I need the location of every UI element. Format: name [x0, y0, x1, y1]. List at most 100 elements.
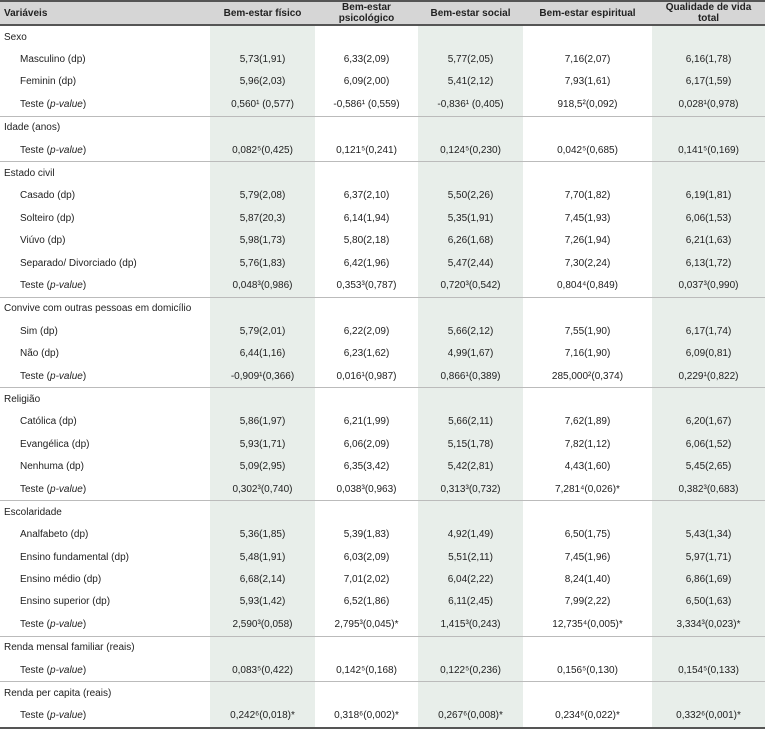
value-cell: 0,121⁵(0,241): [336, 144, 397, 156]
value-cell: -0,909¹(0,366): [210, 364, 315, 388]
value-cell: 0,082⁵(0,425): [210, 138, 315, 162]
section-label: Escolaridade: [0, 500, 210, 524]
empty-cell: [652, 161, 765, 185]
row-label: Teste (p-value): [20, 618, 87, 630]
value-cell: 6,11(2,45): [418, 590, 523, 614]
empty-cell: [652, 24, 765, 49]
column-header: Variáveis: [0, 0, 210, 26]
value-cell: 0,332⁶(0,001)*: [652, 704, 765, 729]
value-cell: 7,82(1,12): [564, 438, 611, 450]
row-label: Teste (p-value): [0, 704, 210, 729]
row-label: Teste (p-value): [20, 279, 87, 291]
value-cell: 7,45(1,93): [564, 212, 611, 224]
data-row: Teste (p-value) 2,590³(0,058) 2,795³(0,045…: [0, 613, 765, 637]
row-label: Solteiro (dp): [20, 212, 75, 224]
value-cell: 7,99(2,22): [564, 596, 611, 608]
value-cell: 1,415³(0,243): [418, 613, 523, 637]
data-row: Ensino superior (dp) 5,93(1,42) 6,52(1,86)…: [0, 590, 765, 614]
data-row: Católica (dp) 5,86(1,97) 6,21(1,99) 5,66(2,…: [0, 410, 765, 434]
value-cell: 5,42(2,81): [418, 455, 523, 478]
row-label: Evangélica (dp): [20, 438, 90, 450]
empty-cell: [652, 500, 765, 524]
empty-cell: [315, 115, 418, 139]
data-row: Não (dp) 6,44(1,16) 6,23(1,62) 4,99(1,67) 7,…: [0, 342, 765, 365]
section-label: Renda mensal familiar (reais): [0, 635, 210, 659]
value-cell: 6,42(1,96): [343, 257, 390, 269]
empty-cell: [523, 387, 652, 411]
value-cell: 5,51(2,11): [418, 545, 523, 569]
value-cell: 5,76(1,83): [210, 251, 315, 275]
value-cell: 7,16(1,90): [564, 348, 611, 360]
section-row: Renda mensal familiar (reais): [0, 635, 765, 659]
empty-cell: [210, 387, 315, 411]
value-cell: 5,47(2,44): [418, 251, 523, 275]
empty-cell: [523, 681, 652, 705]
data-row: Solteiro (dp) 5,87(20,3) 6,14(1,94) 5,35(1,…: [0, 207, 765, 230]
value-cell: 0,156⁵(0,130): [557, 664, 618, 676]
value-cell: 0,016¹(0,987): [336, 370, 397, 382]
empty-cell: [210, 681, 315, 705]
value-cell: 5,97(1,71): [652, 545, 765, 569]
empty-cell: [315, 296, 418, 321]
empty-cell: [315, 500, 418, 524]
value-cell: 6,03(2,09): [343, 551, 390, 563]
section-row: Renda per capita (reais): [0, 681, 765, 705]
empty-cell: [652, 296, 765, 321]
empty-cell: [315, 161, 418, 185]
value-cell: 6,44(1,16): [210, 342, 315, 365]
value-cell: 6,06(2,09): [343, 438, 390, 450]
data-row: Teste (p-value) 0,048³(0,986) 0,353³(0,787…: [0, 274, 765, 298]
value-cell: 0,122⁵(0,236): [418, 658, 523, 682]
value-cell: 5,35(1,91): [418, 207, 523, 230]
row-label: Separado/ Divorciado (dp): [20, 257, 137, 269]
row-label: Teste (p-value): [20, 370, 87, 382]
value-cell: 7,45(1,96): [564, 551, 611, 563]
value-cell: 5,93(1,71): [210, 433, 315, 456]
value-cell: 5,48(1,91): [210, 545, 315, 569]
data-row: Nenhuma (dp) 5,09(2,95) 6,35(3,42) 5,42(2,8…: [0, 455, 765, 478]
empty-cell: [418, 161, 523, 185]
header-row: Variáveis Bem-estar físico Bem-estar psico…: [0, 0, 765, 26]
empty-cell: [523, 24, 652, 49]
empty-cell: [418, 635, 523, 659]
section-row: Idade (anos): [0, 115, 765, 139]
value-cell: 0,804⁴(0,849): [556, 279, 618, 291]
row-label: Teste (p-value): [20, 483, 87, 495]
section-row: Convive com outras pessoas em domicílio: [0, 296, 765, 321]
value-cell: 0,083⁵(0,422): [210, 658, 315, 682]
row-label: Analfabeto (dp): [20, 529, 89, 541]
value-cell: 0,866¹(0,389): [418, 364, 523, 388]
column-header: Bem-estar espiritual: [523, 0, 652, 26]
value-cell: 6,17(1,74): [652, 320, 765, 343]
data-row: Separado/ Divorciado (dp) 5,76(1,83) 6,42(…: [0, 251, 765, 275]
section-row: Sexo: [0, 24, 765, 49]
value-cell: 6,86(1,69): [652, 568, 765, 591]
row-label: Casado (dp): [20, 190, 76, 202]
value-cell: 12,735⁴(0,005)*: [552, 618, 623, 630]
value-cell: 3,334³(0,023)*: [652, 613, 765, 637]
empty-cell: [210, 296, 315, 321]
value-cell: 8,24(1,40): [564, 574, 611, 586]
value-cell: 0,124⁵(0,230): [418, 138, 523, 162]
value-cell: 0,560¹ (0,577): [210, 93, 315, 117]
value-cell: 5,98(1,73): [210, 229, 315, 252]
value-cell: 4,99(1,67): [418, 342, 523, 365]
data-row: Viúvo (dp) 5,98(1,73) 5,80(2,18) 6,26(1,68)…: [0, 229, 765, 252]
section-label: Renda per capita (reais): [0, 681, 210, 705]
section-row: Religião: [0, 387, 765, 411]
value-cell: 6,22(2,09): [343, 325, 390, 337]
value-cell: 0,042⁵(0,685): [557, 144, 618, 156]
value-cell: 5,93(1,42): [210, 590, 315, 614]
empty-cell: [315, 681, 418, 705]
value-cell: 6,26(1,68): [418, 229, 523, 252]
section-label: Religião: [0, 387, 210, 411]
value-cell: 5,36(1,85): [210, 523, 315, 546]
empty-cell: [418, 24, 523, 49]
value-cell: 6,17(1,59): [652, 70, 765, 94]
empty-cell: [210, 500, 315, 524]
value-cell: 0,229¹(0,822): [652, 364, 765, 388]
value-cell: 2,590³(0,058): [210, 613, 315, 637]
empty-cell: [315, 387, 418, 411]
row-label: Ensino médio (dp): [20, 574, 102, 586]
